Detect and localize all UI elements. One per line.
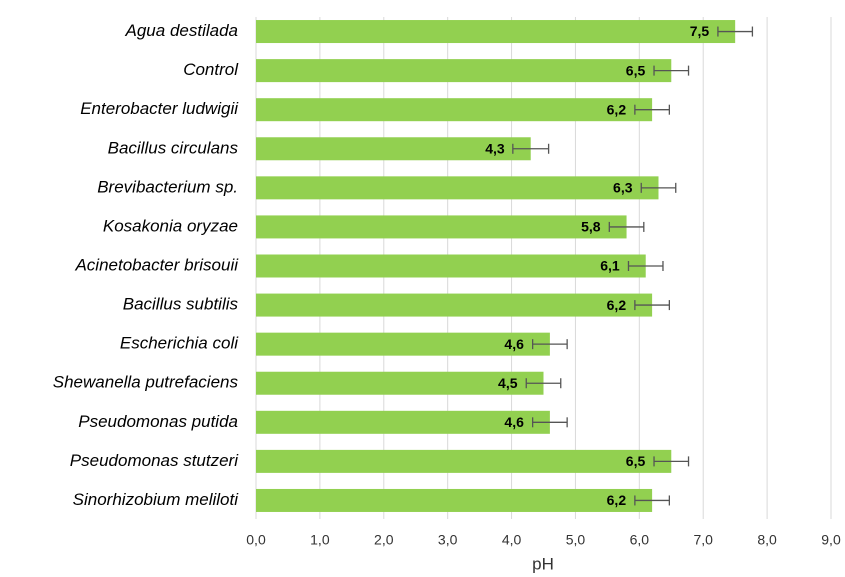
bar (256, 98, 653, 122)
y-tick-label: Enterobacter ludwigii (80, 99, 239, 118)
value-label: 6,2 (607, 492, 627, 508)
bar (256, 254, 646, 278)
y-tick-label: Shewanella putrefaciens (53, 373, 239, 392)
y-tick-label: Bacillus subtilis (123, 295, 239, 314)
error-bar (717, 26, 754, 37)
error-bar (634, 104, 671, 115)
error-bar (627, 261, 664, 271)
x-tick-label: 7,0 (693, 532, 713, 548)
x-tick-label: 3,0 (438, 532, 458, 548)
bar (256, 488, 653, 512)
y-tick-label: Agua destilada (125, 21, 238, 40)
x-tick-label: 1,0 (310, 532, 330, 548)
error-bar (531, 339, 568, 350)
bar (256, 59, 672, 83)
error-bar (653, 456, 690, 467)
y-tick-label: Pseudomonas stutzeri (70, 451, 239, 470)
value-label: 4,6 (504, 336, 524, 352)
x-tick-label: 0,0 (246, 532, 266, 548)
error-bar (531, 417, 568, 428)
bar (256, 20, 736, 44)
value-label: 6,5 (626, 62, 646, 78)
error-bar (525, 378, 562, 389)
value-label: 4,6 (504, 414, 524, 430)
error-bar (640, 182, 677, 193)
y-tick-label: Brevibacterium sp. (97, 177, 238, 196)
x-tick-label: 6,0 (630, 532, 650, 548)
y-tick-label: Acinetobacter brisouii (74, 255, 239, 274)
x-tick-label: 4,0 (502, 532, 522, 548)
y-tick-label: Control (183, 60, 239, 79)
y-tick-label: Escherichia coli (120, 334, 239, 353)
value-label: 7,5 (690, 23, 710, 39)
bar (256, 293, 653, 317)
value-label: 4,5 (498, 375, 518, 391)
bar (256, 215, 627, 239)
bar (256, 137, 531, 161)
error-bar (634, 495, 671, 506)
bar (256, 176, 659, 200)
x-tick-label: 5,0 (566, 532, 586, 548)
x-tick-label: 9,0 (821, 532, 841, 548)
y-tick-label: Kosakonia oryzae (103, 216, 238, 235)
error-bar (512, 143, 550, 154)
error-bar (634, 300, 671, 311)
y-tick-label: Pseudomonas putida (78, 412, 238, 431)
value-label: 4,3 (485, 140, 505, 156)
y-tick-label: Sinorhizobium meliloti (73, 490, 240, 509)
bar (256, 449, 672, 473)
x-tick-label: 2,0 (374, 532, 394, 548)
value-label: 6,1 (600, 258, 620, 274)
x-axis-title: pH (532, 554, 554, 573)
y-tick-label: Bacillus circulans (108, 138, 239, 157)
bar (256, 332, 550, 356)
value-label: 6,3 (613, 180, 633, 196)
value-label: 6,2 (607, 297, 627, 313)
error-bar (653, 65, 690, 76)
value-label: 6,2 (607, 101, 627, 117)
value-label: 5,8 (581, 219, 601, 235)
x-tick-label: 8,0 (757, 532, 777, 548)
error-bar (608, 221, 645, 232)
bar (256, 410, 550, 434)
value-label: 6,5 (626, 453, 646, 469)
bar (256, 371, 544, 395)
